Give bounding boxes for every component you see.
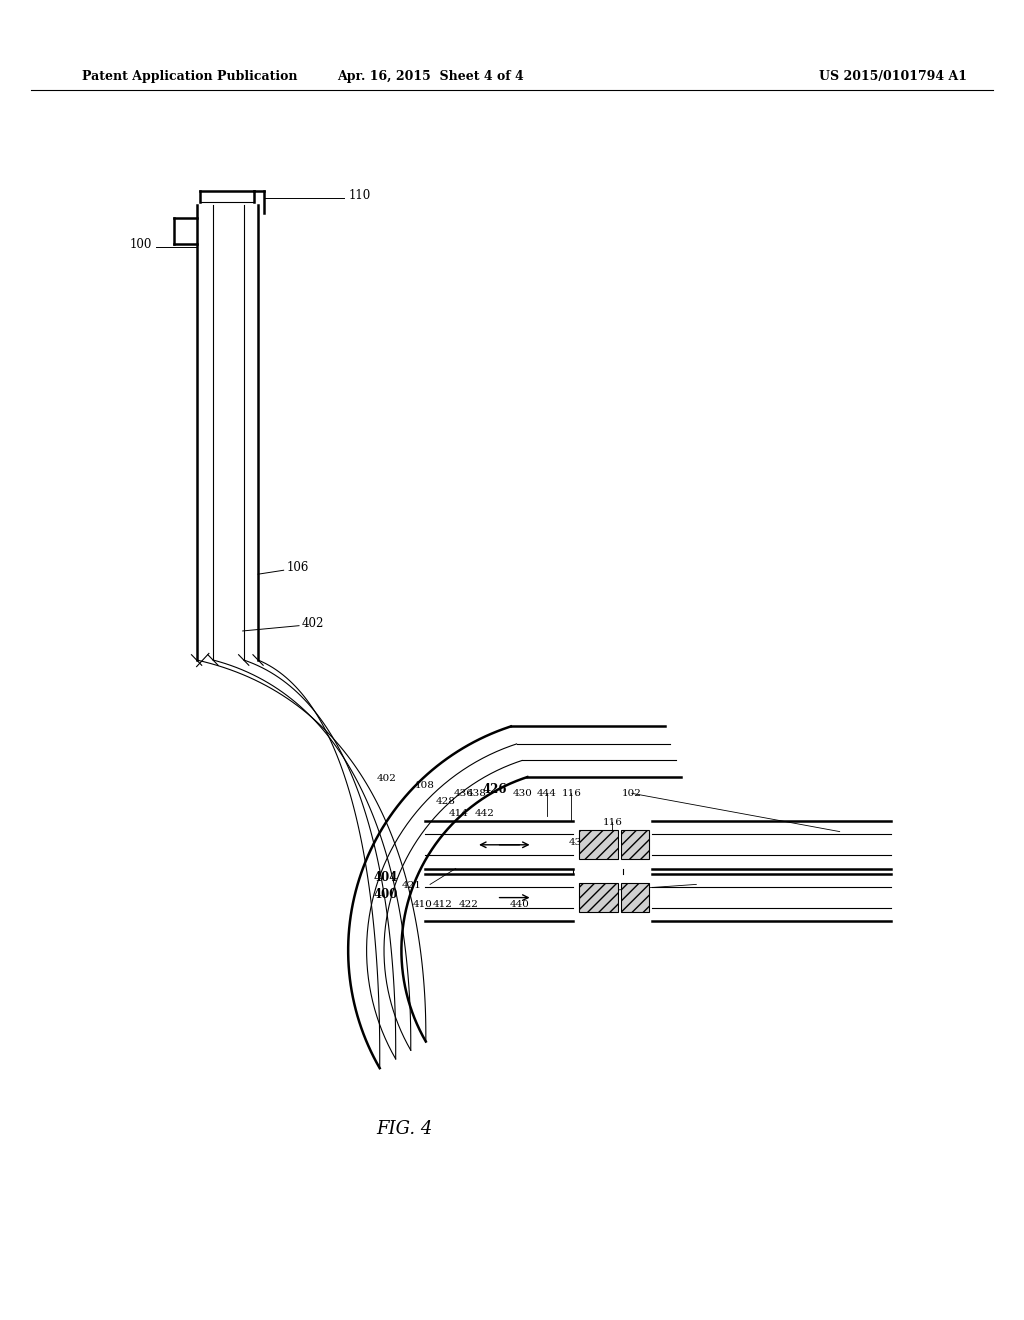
Text: 444: 444 (537, 789, 557, 797)
Text: 421: 421 (401, 882, 422, 890)
Text: US 2015/0101794 A1: US 2015/0101794 A1 (819, 70, 968, 83)
Text: 414: 414 (449, 809, 469, 817)
Text: 420: 420 (592, 887, 612, 895)
Bar (579, 883, 617, 912)
Bar (621, 883, 649, 912)
Text: 400: 400 (374, 888, 398, 902)
Text: 108: 108 (415, 781, 435, 789)
Text: 116: 116 (602, 818, 623, 826)
Text: 402: 402 (377, 775, 397, 783)
Text: 436: 436 (454, 789, 474, 797)
Text: FIG. 4: FIG. 4 (376, 1119, 433, 1138)
Text: 410: 410 (413, 900, 433, 908)
Text: 106: 106 (287, 561, 309, 574)
Text: 404: 404 (374, 871, 398, 884)
Text: 426: 426 (482, 783, 507, 796)
Text: 102: 102 (622, 789, 642, 797)
Text: Apr. 16, 2015  Sheet 4 of 4: Apr. 16, 2015 Sheet 4 of 4 (337, 70, 523, 83)
Text: 430: 430 (512, 789, 532, 797)
Text: Patent Application Publication: Patent Application Publication (82, 70, 297, 83)
Text: 434: 434 (568, 838, 589, 846)
Bar (621, 830, 649, 859)
Bar (579, 830, 617, 859)
Text: 438: 438 (466, 789, 486, 797)
Text: 412: 412 (432, 900, 453, 908)
Text: 116: 116 (561, 789, 582, 797)
Text: 428: 428 (435, 797, 456, 805)
Text: 402: 402 (302, 616, 325, 630)
Text: 422: 422 (459, 900, 479, 908)
Text: 110: 110 (348, 189, 371, 202)
Text: 442: 442 (474, 809, 495, 817)
Text: 440: 440 (509, 900, 529, 908)
Text: 100: 100 (129, 238, 152, 251)
